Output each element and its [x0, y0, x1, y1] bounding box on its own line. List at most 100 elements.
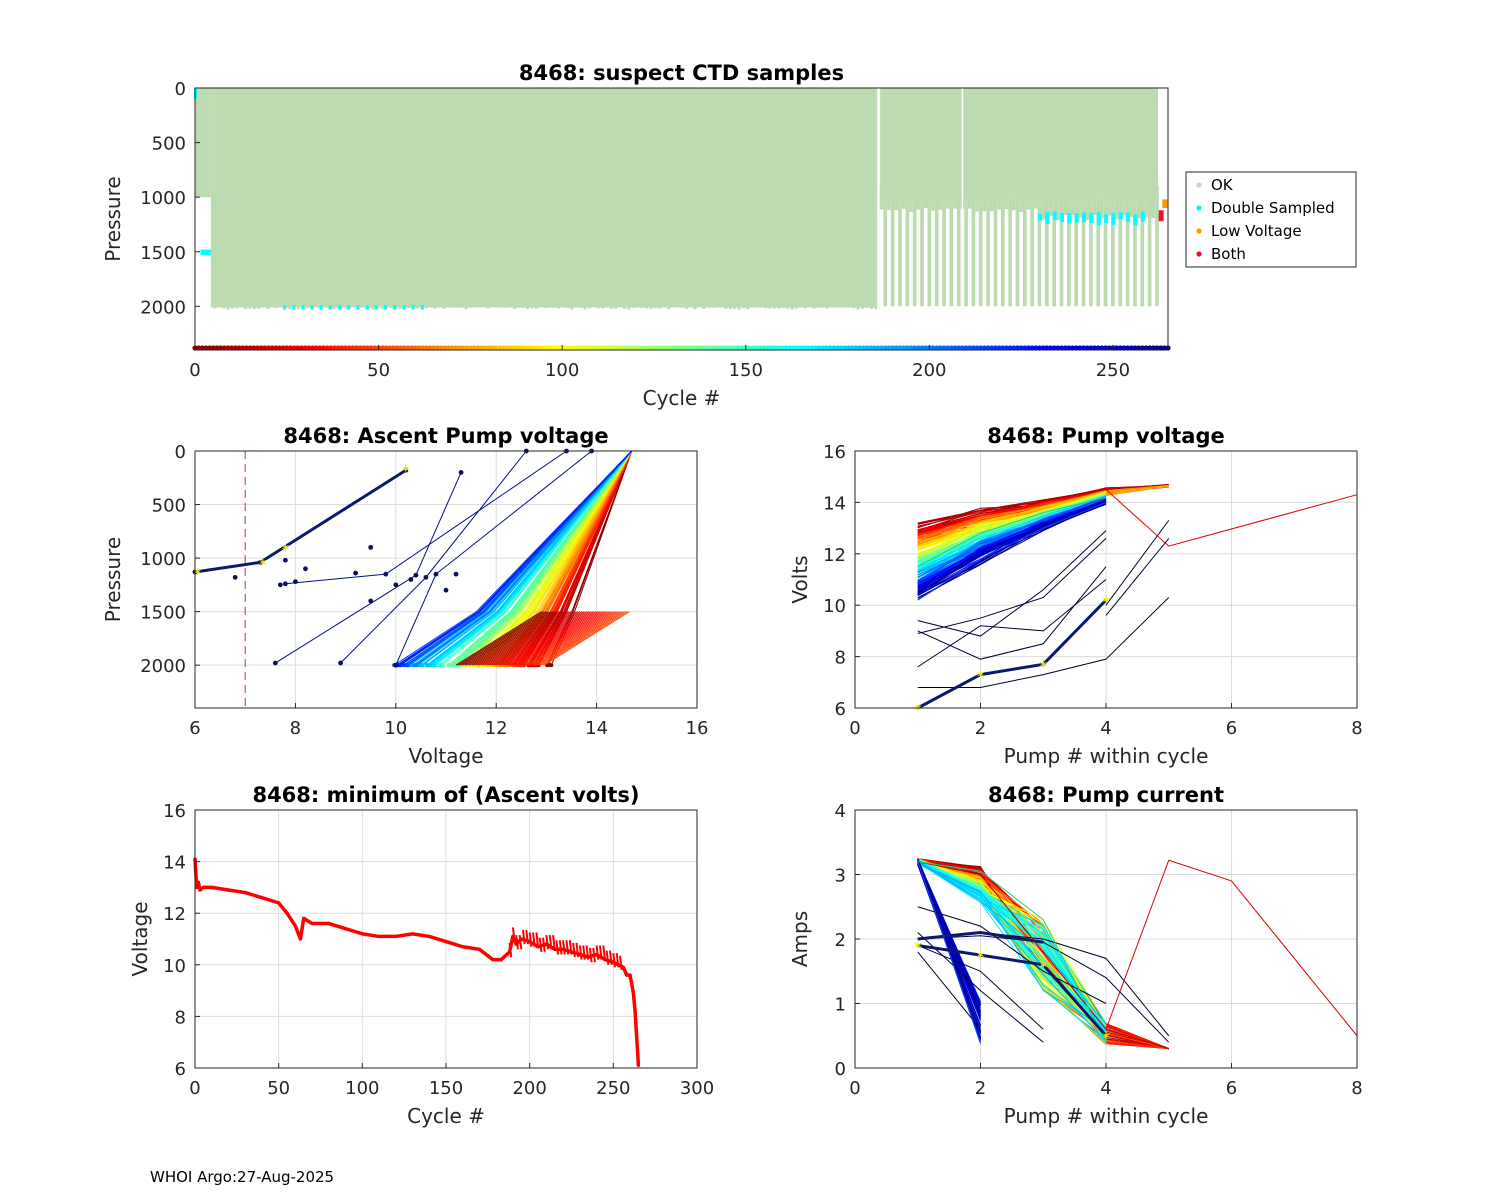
ctd-colorbar-marker [963, 345, 969, 351]
ctd-colorbar-marker [251, 345, 257, 351]
ctd-ok-tick [645, 305, 649, 309]
ctd-gap [1026, 223, 1030, 307]
ctd-colorbar-marker [761, 345, 767, 351]
pc-last-marker: ✶ [1038, 958, 1048, 972]
pv-title: 8468: Pump voltage [987, 424, 1225, 448]
pc-axes: ✶ ✶ ✶ ✶ 0 2 4 6 8 0 1 2 3 4 8468: Pump current Pump # w… [788, 783, 1363, 1128]
ctd-colorbar-marker [1014, 345, 1021, 351]
pv-dark-line [1105, 520, 1170, 606]
ctd-ok-tick [605, 305, 609, 308]
ctd-colorbar-marker [901, 345, 907, 351]
pc-dark-line [917, 951, 981, 1030]
ctd-ok-tick [257, 305, 261, 309]
ctd-colorbar-marker [834, 345, 841, 351]
ctd-ok-cycle [953, 186, 957, 209]
ctd-ok-cycle [975, 186, 979, 212]
ctd-ok-tick [702, 305, 706, 309]
minv-wiggle [508, 942, 513, 958]
ctd-ok-tick [468, 305, 472, 308]
ctd-colorbar-marker [845, 345, 852, 351]
asc-profile [539, 611, 626, 666]
ctd-ok-cycle [993, 186, 998, 307]
ctd-ok-tick [803, 305, 807, 309]
pc-xtick-label-4: 8 [1351, 1078, 1362, 1099]
pv-ylabel: Volts [788, 555, 812, 603]
ctd-gap [997, 223, 1001, 307]
asc-profile [467, 611, 553, 666]
ctd-colorbar-marker [948, 345, 954, 351]
minv-point [226, 888, 231, 892]
ctd-colorbar-marker [1040, 345, 1046, 351]
ctd-colorbar-marker [1147, 345, 1153, 351]
ctd-ok-tick [407, 305, 411, 309]
ctd-ok-tick [239, 305, 243, 307]
asc-late-marker [368, 544, 374, 550]
ctd-ok-tick [618, 305, 622, 308]
pc-ytick-label-0: 0 [835, 1059, 846, 1080]
ctd-ok-tick [473, 305, 477, 307]
pv-dark-line [917, 579, 1107, 668]
ctd-ok-tick [429, 305, 433, 307]
minv-wiggle [582, 945, 586, 960]
ctd-colorbar-marker [405, 345, 411, 351]
minv-point [394, 934, 398, 939]
ctd-colorbar-marker [1069, 345, 1076, 351]
ctd-colorbar-marker [1143, 345, 1149, 351]
ctd-colorbar-marker [442, 345, 448, 351]
ctd-colorbar-marker [214, 345, 220, 351]
ctd-ok-tick [543, 305, 547, 309]
minv-point [621, 965, 625, 969]
minv-point [528, 939, 532, 944]
ctd-colorbar-marker [1161, 345, 1167, 351]
ctd-colorbar-marker [350, 345, 356, 351]
minv-point [243, 890, 247, 895]
ctd-colorbar-marker [967, 345, 973, 351]
pv-series-line [917, 495, 1107, 578]
ctd-ok-tick [490, 305, 494, 307]
ctd-colorbar-marker [313, 345, 319, 351]
asc-profile [516, 611, 603, 666]
minv-wiggle [545, 935, 550, 950]
ctd-ok-tick [574, 305, 578, 307]
ctd-colorbar-marker [956, 345, 962, 351]
ctd-ok-tick [631, 305, 635, 308]
ctd-ok-tick [812, 305, 816, 309]
asc-ytick-label-0: 0 [175, 442, 186, 463]
ctd-colorbar-marker [574, 345, 580, 351]
ctd-colorbar-marker [915, 345, 921, 351]
ctd-colorbar-marker [280, 345, 286, 351]
ctd-gap [1093, 223, 1097, 307]
asc-late-marker [293, 579, 298, 585]
ctd-ok-tick [843, 305, 847, 308]
ctd-ok-cycle [912, 186, 917, 307]
ctd-colorbar-marker [339, 345, 345, 351]
ctd-ok-tick [217, 305, 221, 308]
ctd-gap [938, 223, 942, 307]
ctd-colorbar-marker [677, 345, 683, 351]
asc-last-cycle-marker: ✶ [280, 540, 290, 554]
ctd-ok-tick [839, 305, 842, 308]
ctd-gap [953, 223, 957, 307]
ctd-colorbar-marker [1106, 345, 1112, 351]
ctd-colorbar-marker [1113, 345, 1120, 351]
ctd-colorbar-marker [276, 345, 283, 351]
ctd-colorbar-marker [864, 345, 870, 351]
ctd-ok-cycle [901, 186, 906, 209]
ctd-colorbar-marker [1125, 345, 1131, 351]
ctd-ok-tick [226, 305, 230, 310]
minv-point [302, 916, 306, 920]
ctd-colorbar-marker [974, 345, 980, 351]
asc-profile [480, 611, 567, 666]
ctd-ok-tick [354, 305, 358, 307]
ctd-ok-tick [244, 305, 248, 310]
asc-xtick-label-1: 8 [290, 718, 301, 739]
asc-late-marker [277, 582, 283, 588]
asc-profile [476, 611, 562, 666]
ctd-ok-tick [486, 305, 490, 309]
ctd-ok-tick [698, 305, 701, 308]
pv-series-early [917, 483, 1169, 524]
ctd-ok-tick [684, 305, 688, 309]
ctd-colorbar-marker [1007, 345, 1013, 351]
ctd-colorbar-marker [695, 345, 701, 351]
ctd-colorbar-marker [717, 345, 723, 351]
